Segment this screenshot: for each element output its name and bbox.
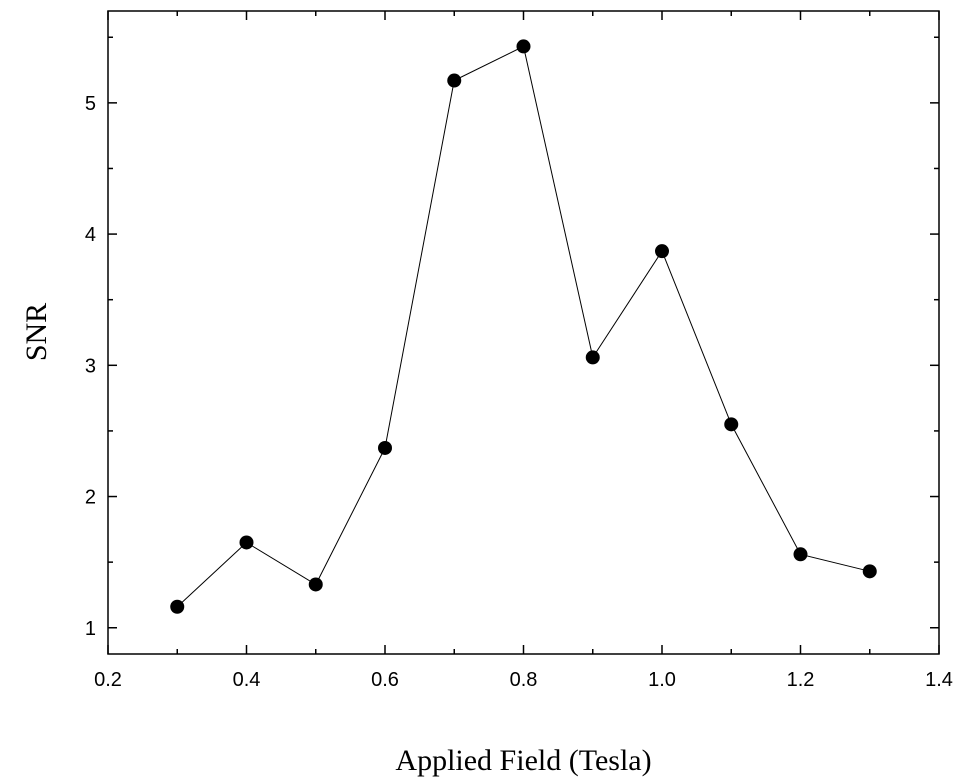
x-tick-label: 0.8 xyxy=(510,669,538,691)
x-axis: 0.2 0.4 0.6 0.8 1.0 1.2 1.4 xyxy=(94,11,953,691)
data-point xyxy=(309,577,323,591)
x-tick-label: 0.4 xyxy=(233,669,261,691)
y-tick-label: 5 xyxy=(85,93,96,115)
y-tick-label: 2 xyxy=(85,487,96,509)
data-point xyxy=(447,74,461,88)
data-point xyxy=(863,564,877,578)
data-point xyxy=(517,39,531,53)
y-axis: 1 2 3 4 5 xyxy=(85,37,939,640)
data-point xyxy=(724,417,738,431)
y-axis-title: SNR xyxy=(20,303,53,361)
data-point xyxy=(794,547,808,561)
data-point xyxy=(170,600,184,614)
x-tick-label: 1.2 xyxy=(787,669,815,691)
x-tick-label: 1.4 xyxy=(925,669,953,691)
x-axis-title: Applied Field (Tesla) xyxy=(395,744,651,777)
x-tick-label: 0.2 xyxy=(94,669,122,691)
data-point xyxy=(240,535,254,549)
x-tick-label: 1.0 xyxy=(648,669,676,691)
y-tick-label: 4 xyxy=(85,224,96,246)
data-point xyxy=(378,441,392,455)
series-layer xyxy=(170,39,877,613)
data-point xyxy=(655,244,669,258)
series-line xyxy=(177,46,870,606)
data-point xyxy=(586,350,600,364)
y-tick-label: 3 xyxy=(85,355,96,377)
x-tick-label: 0.6 xyxy=(371,669,399,691)
y-tick-label: 1 xyxy=(85,618,96,640)
